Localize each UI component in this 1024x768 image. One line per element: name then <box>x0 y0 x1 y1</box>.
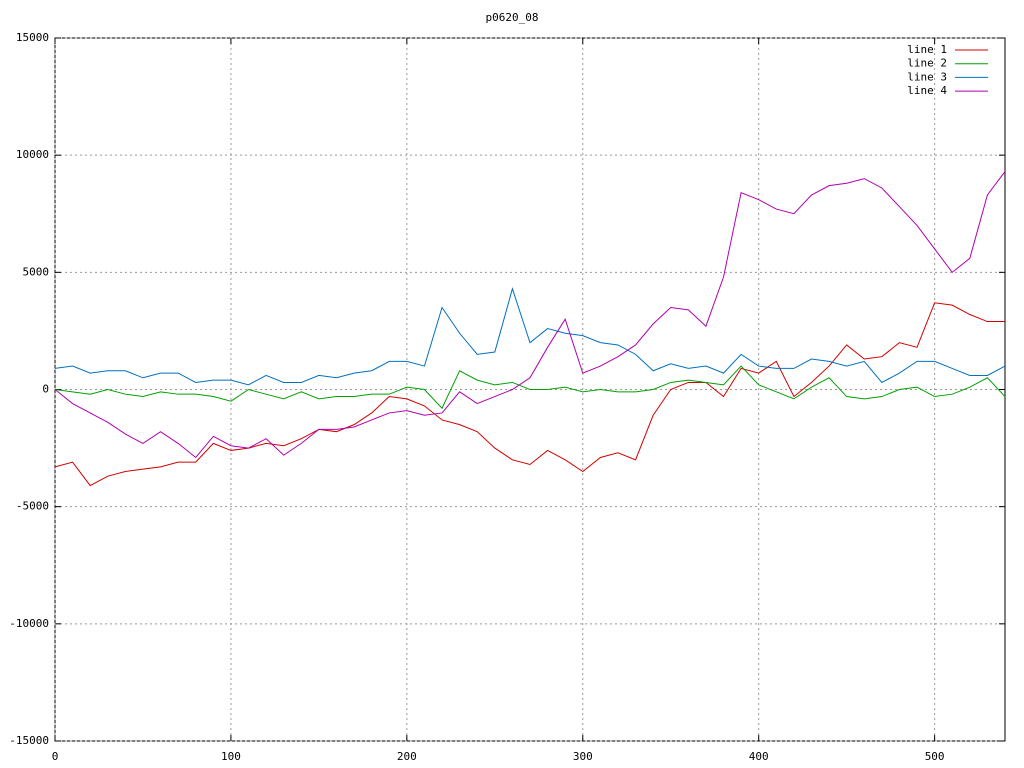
x-tick-label: 300 <box>573 750 593 763</box>
data-line <box>54 171 1006 459</box>
y-tick-label: 0 <box>42 383 49 396</box>
chart-title: p0620_08 <box>486 11 539 24</box>
y-tick-label: 10000 <box>16 148 49 161</box>
legend-label: line 3 <box>907 70 947 83</box>
legend-label: line 4 <box>907 84 947 97</box>
y-tick-label: -5000 <box>16 500 49 513</box>
x-tick-label: 0 <box>52 750 59 763</box>
x-tick-label: 400 <box>749 750 769 763</box>
y-tick-label: 15000 <box>16 31 49 44</box>
data-line <box>54 287 1006 386</box>
data-line <box>54 365 1006 410</box>
y-tick-label: -10000 <box>9 617 49 630</box>
x-tick-label: 500 <box>925 750 945 763</box>
y-tick-label: 5000 <box>23 265 50 278</box>
data-line <box>54 302 1005 487</box>
legend-label: line 2 <box>907 57 947 70</box>
y-tick-label: -15000 <box>9 734 49 747</box>
legend-label: line 1 <box>907 43 947 56</box>
x-tick-label: 200 <box>397 750 417 763</box>
x-tick-label: 100 <box>221 750 241 763</box>
